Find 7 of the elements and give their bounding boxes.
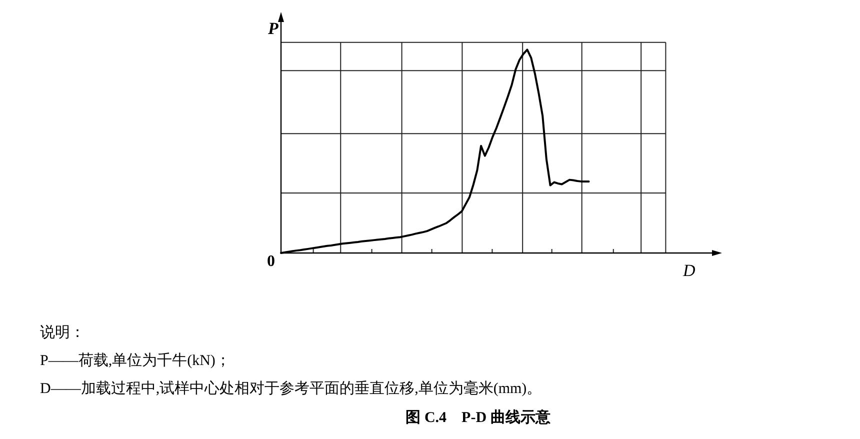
text: D——加载过程中,试样中心处相对于参考平面的垂直位移,单位为毫米(mm)。 <box>40 380 542 397</box>
text: P——荷载,单位为千牛(kN)； <box>40 352 230 369</box>
text: 0 <box>267 253 275 270</box>
y-axis-title: P <box>267 19 279 38</box>
text: 图 C.4 P-D 曲线示意 <box>406 409 552 426</box>
x-axis-title: D <box>682 261 696 280</box>
text: 说明： <box>40 324 85 341</box>
